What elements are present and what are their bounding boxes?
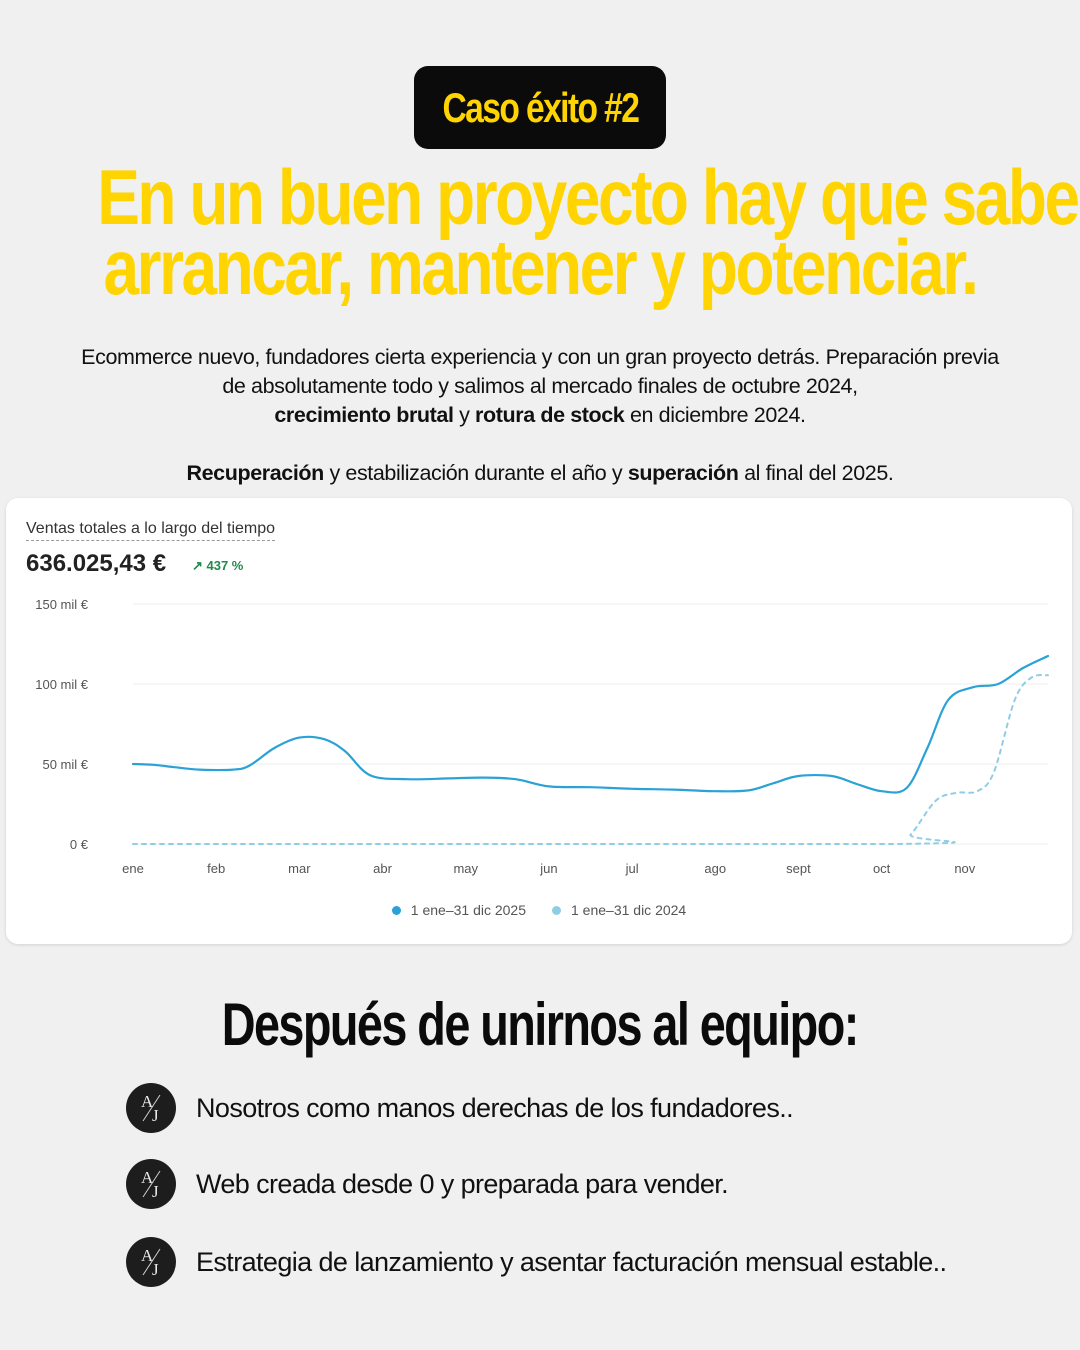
aj-logo-icon: A J bbox=[126, 1159, 176, 1209]
y-tick-label: 0 € bbox=[70, 837, 89, 852]
benefit-text-2: Web creada desde 0 y preparada para vend… bbox=[196, 1168, 729, 1199]
logo-letter-j: J bbox=[152, 1182, 159, 1201]
total-sales-value: 636.025,43 € bbox=[26, 550, 167, 577]
intro-line-4: Recuperación y estabilización durante el… bbox=[20, 459, 1060, 488]
x-tick-label: may bbox=[453, 861, 478, 876]
logo-letter-j: J bbox=[152, 1106, 159, 1125]
y-tick-label: 50 mil € bbox=[42, 757, 88, 772]
legend-item-2025[interactable]: 1 ene–31 dic 2025 bbox=[391, 902, 526, 918]
intro-line-1: Ecommerce nuevo, fundadores cierta exper… bbox=[81, 345, 999, 369]
x-tick-label: abr bbox=[373, 861, 392, 876]
intro-text: Ecommerce nuevo, fundadores cierta exper… bbox=[20, 343, 1060, 488]
intro-connector-1: y bbox=[453, 403, 476, 427]
x-tick-label: jul bbox=[625, 861, 639, 876]
x-tick-label: jun bbox=[539, 861, 557, 876]
intro-connector-4: al final del 2025. bbox=[738, 461, 894, 485]
benefit-text-1: Nosotros como manos derechas de los fund… bbox=[196, 1092, 794, 1123]
x-tick-label: feb bbox=[207, 861, 225, 876]
legend-label-2024: 1 ene–31 dic 2024 bbox=[571, 902, 687, 918]
y-tick-label: 150 mil € bbox=[35, 597, 89, 612]
sales-chart-card: Ventas totales a lo largo del tiempo 636… bbox=[6, 498, 1072, 944]
section-title-text: Después de unirnos al equipo: bbox=[221, 991, 860, 1058]
headline: En un buen proyecto hay que saber arranc… bbox=[0, 153, 1080, 311]
headline-line-1: En un buen proyecto hay que saber bbox=[97, 153, 1080, 241]
benefit-item: A J Estrategia de lanzamiento y asentar … bbox=[126, 1236, 947, 1288]
legend-dot-2024 bbox=[552, 905, 561, 915]
intro-emphasis-recovery: Recuperación bbox=[186, 461, 325, 485]
intro-emphasis-growth: crecimiento brutal bbox=[274, 403, 454, 427]
y-tick-label: 100 mil € bbox=[35, 677, 89, 692]
x-tick-label: ene bbox=[122, 861, 144, 876]
series-line-2025 bbox=[131, 654, 1050, 794]
intro-line-2: de absolutamente todo y salimos al merca… bbox=[222, 374, 858, 398]
legend-item-2024[interactable]: 1 ene–31 dic 2024 bbox=[552, 902, 686, 918]
logo-letter-a: A bbox=[141, 1168, 154, 1187]
x-tick-label: ago bbox=[704, 861, 726, 876]
logo-letter-a: A bbox=[141, 1246, 154, 1265]
logo-letter-a: A bbox=[141, 1092, 154, 1111]
intro-connector-3: y estabilización durante el año y bbox=[323, 461, 628, 485]
headline-line-2: arrancar, mantener y potenciar. bbox=[103, 223, 979, 311]
intro-emphasis-stock: rotura de stock bbox=[475, 403, 625, 427]
x-tick-label: sept bbox=[786, 861, 811, 876]
sales-line-chart: 150 mil € 100 mil € 50 mil € 0 € ene feb mar ab… bbox=[35, 597, 1050, 876]
aj-logo-icon: A J bbox=[126, 1083, 176, 1133]
case-badge: Caso éxito #2 bbox=[414, 66, 666, 149]
x-tick-label: mar bbox=[288, 861, 311, 876]
legend-dot-2025 bbox=[391, 905, 401, 915]
x-tick-label: oct bbox=[873, 861, 891, 876]
intro-connector-2: en diciembre 2024. bbox=[624, 403, 806, 427]
x-tick-label: nov bbox=[954, 861, 975, 876]
benefit-item: A J Nosotros como manos derechas de los … bbox=[126, 1082, 794, 1134]
legend-label-2025: 1 ene–31 dic 2025 bbox=[410, 902, 526, 918]
logo-letter-j: J bbox=[152, 1260, 159, 1279]
change-badge: ↗ 437 % bbox=[192, 558, 244, 573]
intro-line-3: crecimiento brutal y rotura de stock en … bbox=[20, 401, 1060, 430]
intro-emphasis-overcome: superación bbox=[627, 461, 739, 485]
series-line-2024 bbox=[132, 674, 1049, 845]
case-badge-label: Caso éxito #2 bbox=[442, 83, 639, 131]
chart-legend: 1 ene–31 dic 2025 1 ene–31 dic 2024 bbox=[6, 902, 1072, 918]
aj-logo-icon: A J bbox=[126, 1237, 176, 1287]
chart-title[interactable]: Ventas totales a lo largo del tiempo bbox=[26, 520, 276, 541]
benefit-text-3: Estrategia de lanzamiento y asentar fact… bbox=[196, 1246, 947, 1277]
benefit-item: A J Web creada desde 0 y preparada para … bbox=[126, 1158, 729, 1210]
section-title: Después de unirnos al equipo: bbox=[0, 990, 1080, 1059]
